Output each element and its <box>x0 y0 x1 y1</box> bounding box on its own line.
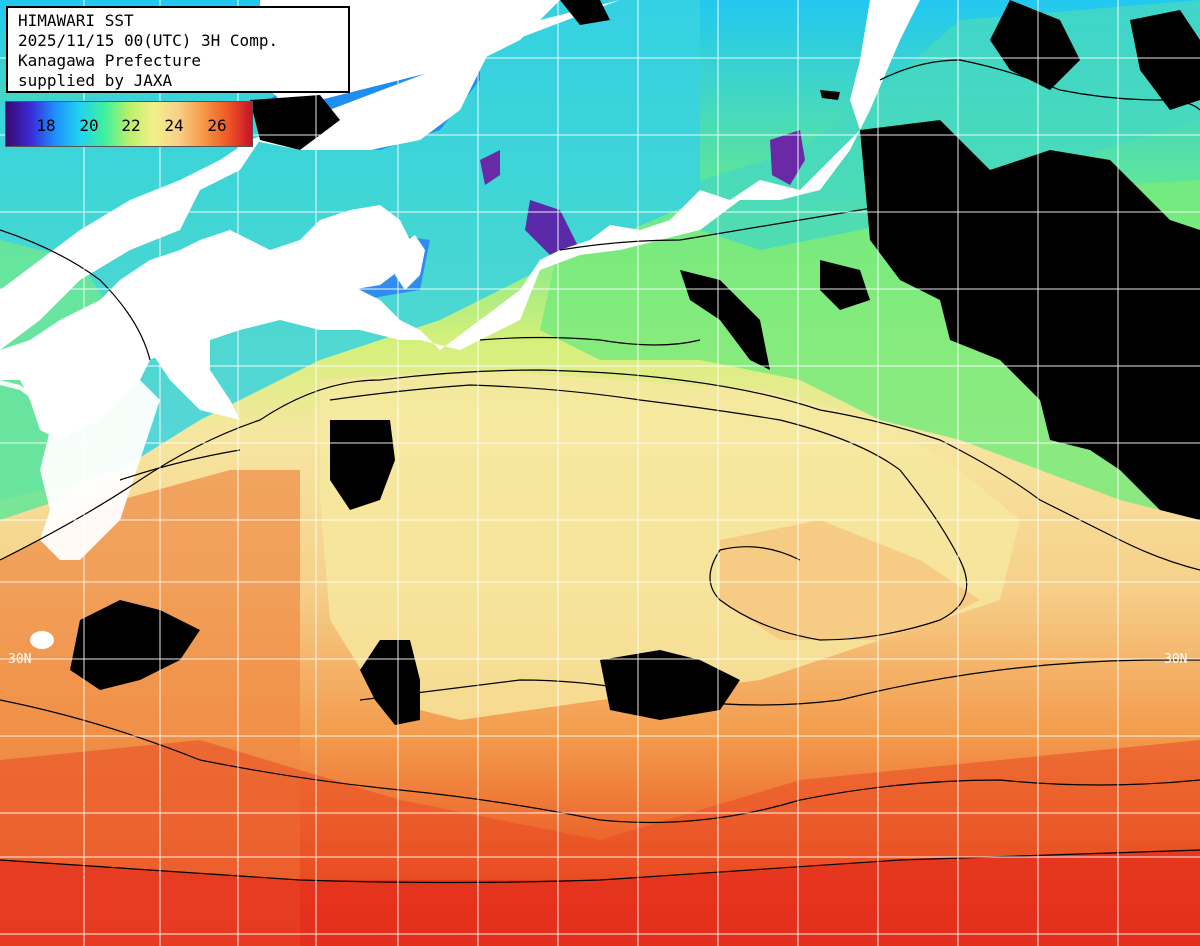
sea-bay-purple-2 <box>770 130 805 185</box>
legend-tick: 24 <box>164 116 184 135</box>
land-izu-shikoku <box>0 205 410 440</box>
sea-south-deep-red <box>0 850 1200 946</box>
product-title: HIMAWARI SST <box>18 11 134 30</box>
longitude-label-top: 138E <box>480 4 495 36</box>
map-title-box: HIMAWARI SST 2025/11/15 00(UTC) 3H Comp.… <box>6 6 350 93</box>
land-izu-peninsula <box>395 235 425 290</box>
legend-tick: 18 <box>36 116 56 135</box>
observation-time: 2025/11/15 00(UTC) 3H Comp. <box>18 31 279 50</box>
legend-tick: 22 <box>121 116 141 135</box>
legend-tick: 20 <box>79 116 99 135</box>
land-small-island <box>30 631 54 649</box>
sst-contours <box>0 59 1200 884</box>
data-credit: supplied by JAXA <box>18 71 173 90</box>
latitude-label-left: 30N <box>8 652 32 667</box>
sea-bay-purple <box>525 200 580 255</box>
legend-tick: 26 <box>207 116 227 135</box>
legend-colorbar <box>6 102 252 146</box>
sea-central-orange <box>720 520 980 640</box>
sea-small-purple <box>480 150 500 185</box>
latitude-label-right: 30N <box>1164 652 1188 667</box>
region-name: Kanagawa Prefecture <box>18 51 202 70</box>
land-kyushu-tip <box>0 380 160 560</box>
temperature-legend: 18 20 22 24 26 <box>5 101 253 147</box>
